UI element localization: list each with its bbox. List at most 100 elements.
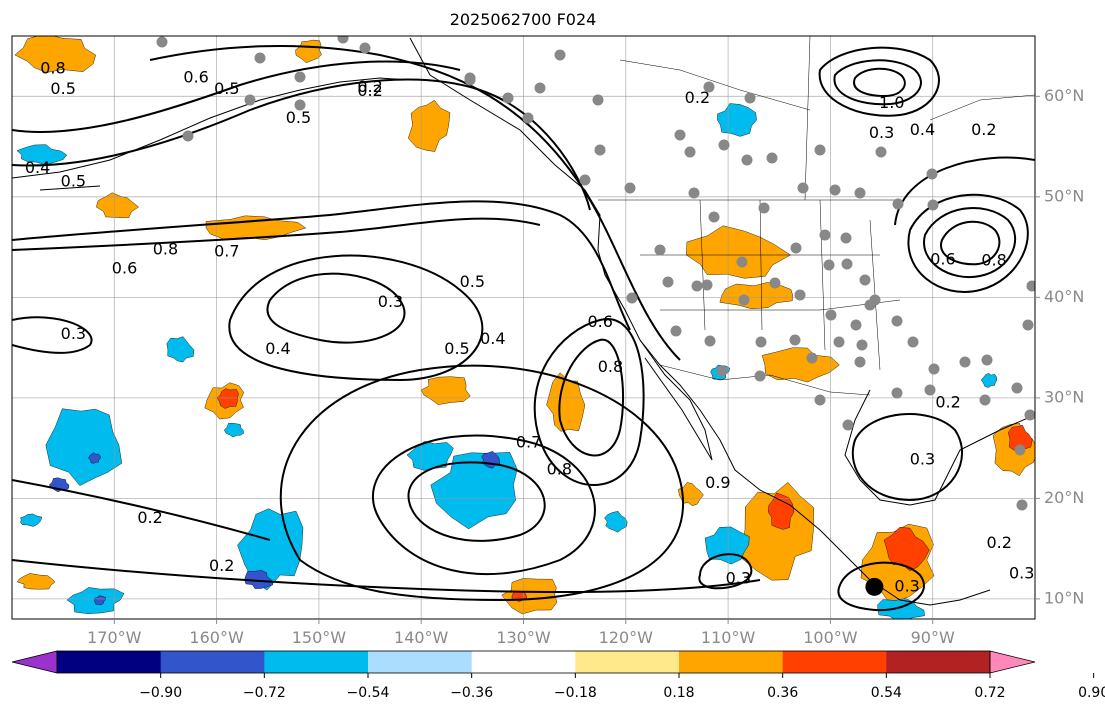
station-dot (592, 94, 604, 106)
border-line (804, 36, 811, 201)
station-dot (738, 294, 750, 306)
contour-line (12, 78, 591, 211)
colorbar-segment (160, 651, 265, 673)
station-dot (684, 146, 696, 158)
contour-line (12, 479, 271, 541)
station-dot (156, 36, 168, 48)
station-dot (294, 99, 306, 111)
station-dot (1011, 382, 1023, 394)
contour-label: 1.0 (879, 93, 904, 112)
anomaly-patch (96, 192, 139, 218)
station-dot (579, 174, 591, 186)
contour-label: 0.4 (25, 158, 50, 177)
colorbar-tick-label: 0.36 (767, 685, 798, 701)
station-dot (840, 232, 852, 244)
colorbar (11, 650, 1036, 674)
colorbar-segment (471, 651, 576, 673)
map-panel[interactable]: 0.80.50.60.5 0.20.50.40.50.8 0.70.60.30.50… (12, 33, 1038, 621)
latitude-ticks: 10°N 20°N 30°N 40°N 50°N 60°N (1035, 86, 1084, 607)
tropical-cyclone-marker (865, 577, 884, 596)
lon-tick-label: 120°W (599, 628, 654, 647)
lat-tick-label: 20°N (1044, 488, 1084, 507)
colorbar-tick-label: 0.72 (974, 685, 1005, 701)
anomaly-patch (166, 336, 195, 363)
contour-line (12, 316, 93, 354)
anomaly-patch (407, 99, 451, 152)
contour-label: 0.6 (930, 250, 955, 269)
lat-tick-label: 40°N (1044, 287, 1084, 306)
map-title: 2025062700 F024 (450, 10, 597, 29)
longitude-ticks: 170°W 160°W 150°W 140°W 130°W 120°W 110°W 100°W… (87, 619, 955, 647)
anomaly-patch (20, 513, 43, 527)
station-dot (850, 319, 862, 331)
station-dot (359, 42, 371, 54)
station-dot (554, 49, 566, 61)
station-dot (594, 144, 606, 156)
station-dot (797, 182, 809, 194)
border-line (759, 199, 763, 331)
colorbar-extend-left (11, 650, 58, 674)
anomaly-patch (717, 103, 757, 137)
contour-label: 0.3 (61, 324, 86, 343)
anomaly-patch (16, 573, 56, 590)
contour-label: 0.3 (1009, 563, 1034, 582)
station-dot (741, 154, 753, 166)
colorbar-tick-label: 0.90 (1078, 685, 1105, 701)
colorbar-segment (368, 651, 473, 673)
contour-line (818, 46, 940, 117)
lon-tick-label: 160°W (189, 628, 244, 647)
station-dot (856, 339, 868, 351)
colorbar-extend-right (989, 650, 1036, 674)
station-dot (718, 139, 730, 151)
colorbar-segment (264, 651, 369, 673)
contour-label: 0.2 (357, 77, 382, 96)
contour-lines (12, 44, 1035, 612)
contour-label: 0.6 (587, 312, 612, 331)
station-dot (337, 36, 349, 44)
station-dot (688, 187, 700, 199)
anomaly-patch (546, 372, 586, 432)
station-dot (927, 199, 939, 211)
station-dot (754, 370, 766, 382)
station-dot (854, 187, 866, 199)
contour-label: 0.8 (981, 251, 1006, 270)
colorbar-segment (679, 651, 784, 673)
station-dot (1024, 409, 1035, 421)
station-dot (716, 365, 728, 377)
colorbar-segment (782, 651, 887, 673)
station-dot (708, 211, 720, 223)
station-dot (891, 315, 903, 327)
contour-line (558, 338, 625, 457)
station-dot (626, 292, 638, 304)
contour-label: 0.4 (265, 339, 290, 358)
station-dots (156, 36, 1035, 511)
station-dot (691, 280, 703, 292)
station-dot (1016, 499, 1028, 511)
contour-line (907, 193, 1029, 293)
colorbar-tick-label: 0.54 (871, 685, 902, 701)
contour-labels: 0.80.50.60.5 0.20.50.40.50.8 0.70.60.30.50… (25, 59, 1035, 596)
contour-line (407, 461, 546, 542)
border-line (699, 199, 706, 331)
contour-label: 0.6 (183, 68, 208, 87)
colorbar-tick-label: −0.18 (554, 685, 597, 701)
contour-label: 0.5 (460, 272, 485, 291)
colorbar-tick-label: −0.36 (450, 685, 493, 701)
lon-tick-label: 100°W (803, 628, 858, 647)
station-dot (823, 259, 835, 271)
station-dot (670, 325, 682, 337)
station-dot (662, 276, 674, 288)
border-line (660, 299, 901, 311)
contour-label: 0.2 (357, 81, 382, 100)
station-dot (755, 336, 767, 348)
border-line (659, 364, 871, 396)
contour-line (851, 413, 964, 502)
colorbar-frame (56, 650, 991, 674)
lon-tick-label: 150°W (292, 628, 347, 647)
station-dot (769, 277, 781, 289)
colorbar-tick-label: 0.18 (663, 685, 694, 701)
contour-label: 0.3 (910, 450, 935, 469)
station-dot (875, 146, 887, 158)
station-dot (959, 356, 971, 368)
